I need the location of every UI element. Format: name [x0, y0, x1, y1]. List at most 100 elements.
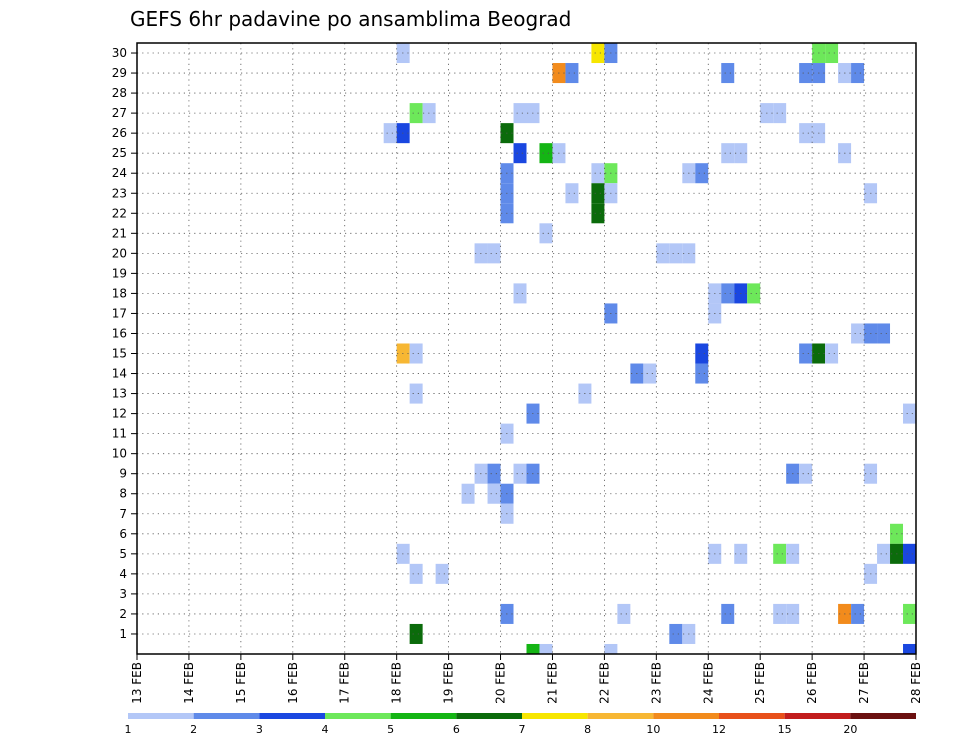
heatmap-cell — [565, 63, 579, 84]
heatmap-cell — [903, 403, 916, 424]
heatmap-cell — [604, 643, 618, 654]
heatmap-cell — [799, 63, 813, 84]
heatmap-cell — [903, 543, 916, 564]
colorbar-swatch — [784, 713, 851, 719]
x-tick-label: 18 FEB — [390, 662, 404, 704]
heatmap-cell — [773, 103, 787, 124]
heatmap-cell — [435, 563, 449, 584]
heatmap-cell — [617, 603, 631, 624]
colorbar-swatch — [128, 713, 194, 719]
y-tick-label: 12 — [112, 407, 127, 421]
y-tick-label: 1 — [119, 627, 127, 641]
x-tick-label: 20 FEB — [494, 662, 508, 704]
heatmap-cell — [825, 43, 839, 64]
x-tick-label: 28 FEB — [909, 662, 923, 704]
y-tick-label: 17 — [112, 306, 127, 320]
x-tick-label: 22 FEB — [597, 662, 611, 704]
y-tick-label: 5 — [119, 547, 127, 561]
x-tick-label: 21 FEB — [545, 662, 559, 704]
y-tick-label: 15 — [112, 347, 127, 361]
heatmap-cell — [591, 183, 605, 204]
x-tick-label: 13 FEB — [130, 662, 144, 704]
heatmap-cell — [851, 323, 865, 344]
heatmap-cell — [539, 143, 553, 164]
x-tick-label: 17 FEB — [338, 662, 352, 704]
colorbar-swatch — [587, 713, 654, 719]
colorbar-label: 8 — [584, 723, 591, 736]
plot-frame — [136, 42, 917, 655]
heatmap-cell — [773, 543, 787, 564]
heatmap-cell — [903, 603, 916, 624]
heatmap-cell — [565, 183, 579, 204]
heatmap-cell — [409, 623, 423, 644]
heatmap-cell — [591, 43, 605, 64]
y-tick-label: 2 — [119, 607, 127, 621]
x-tick-label: 16 FEB — [286, 662, 300, 704]
heatmap-cells — [383, 43, 916, 654]
colorbar-swatch — [456, 713, 522, 719]
heatmap-cell — [747, 283, 761, 304]
y-tick-label: 6 — [119, 527, 127, 541]
colorbar-swatch — [390, 713, 457, 719]
colorbar-swatch — [653, 713, 719, 719]
colorbar-label: 5 — [387, 723, 394, 736]
y-tick-label: 13 — [112, 387, 127, 401]
x-tick-label: 25 FEB — [753, 662, 767, 704]
colorbar-label: 6 — [453, 723, 460, 736]
heatmap-cell — [877, 543, 891, 564]
colorbar-label: 2 — [190, 723, 197, 736]
y-tick-label: 30 — [112, 46, 127, 60]
heatmap-cell — [669, 243, 683, 264]
heatmap-cell — [591, 163, 605, 184]
x-tick-label: 23 FEB — [649, 662, 663, 704]
colorbar-swatch — [522, 713, 588, 719]
heatmap-cell — [513, 103, 527, 124]
heatmap-cell — [591, 203, 605, 224]
colorbar-label: 20 — [843, 723, 857, 736]
y-tick-label: 8 — [119, 487, 127, 501]
heatmap-cell — [409, 383, 423, 404]
x-tick-label: 19 FEB — [442, 662, 456, 704]
heatmap-cell — [487, 463, 501, 484]
x-tick-label: 27 FEB — [857, 662, 871, 704]
colorbar-label: 4 — [322, 723, 329, 736]
heatmap-cell — [695, 163, 709, 184]
chart-title: GEFS 6hr padavine po ansamblima Beograd — [130, 7, 571, 31]
heatmap-cell — [799, 343, 813, 364]
heatmap-cell — [461, 483, 475, 504]
heatmap-cell — [799, 463, 813, 484]
y-tick-label: 14 — [112, 367, 127, 381]
colorbar-label: 12 — [712, 723, 726, 736]
y-tick-label: 4 — [119, 567, 127, 581]
heatmap-cell — [721, 63, 735, 84]
heatmap-cell — [721, 283, 735, 304]
heatmap-cell — [487, 483, 501, 504]
heatmap-cell — [513, 283, 527, 304]
y-tick-label: 28 — [112, 86, 127, 100]
heatmap-cell — [799, 123, 813, 144]
y-tick-label: 20 — [112, 246, 127, 260]
y-tick-label: 24 — [112, 166, 127, 180]
y-tick-label: 3 — [119, 587, 127, 601]
y-axis-ticks: 1234567891011121314151617181920212223242… — [112, 46, 137, 641]
heatmap-cell — [903, 643, 916, 654]
heatmap-cell — [526, 643, 540, 654]
heatmap-cell — [669, 623, 683, 644]
heatmap-cell — [721, 143, 735, 164]
heatmap-cell — [851, 603, 865, 624]
heatmap-cell — [773, 603, 787, 624]
heatmap-cell — [513, 143, 527, 164]
heatmap-cell — [409, 343, 423, 364]
y-tick-label: 10 — [112, 447, 127, 461]
heatmap-cell — [721, 603, 735, 624]
colorbar-swatch — [193, 713, 260, 719]
heatmap-cell — [409, 563, 423, 584]
x-tick-label: 24 FEB — [701, 662, 715, 704]
colorbar-swatch — [719, 713, 785, 719]
y-tick-label: 25 — [112, 146, 127, 160]
y-tick-label: 26 — [112, 126, 127, 140]
heatmap-cell — [695, 343, 709, 364]
x-axis-ticks: 13 FEB 14 FEB 15 FEB 16 FEB 17 FEB 18 FEB 19 F… — [130, 654, 923, 704]
heatmap-cell — [539, 643, 553, 654]
